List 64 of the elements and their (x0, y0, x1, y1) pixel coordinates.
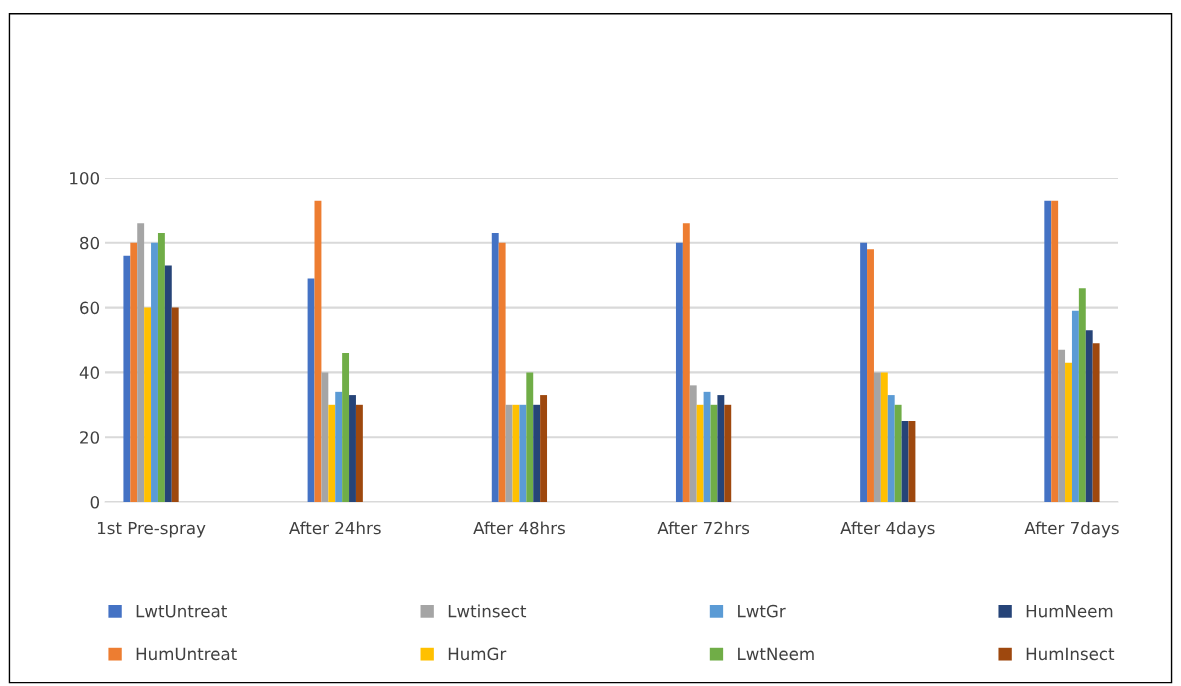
bar (1085, 330, 1093, 502)
bar (689, 385, 697, 502)
bar (540, 395, 548, 502)
bar (894, 404, 902, 502)
legend-label: HumUntreat (136, 647, 237, 661)
bar (144, 307, 152, 502)
bar (696, 404, 704, 502)
y-tick-label: 80 (80, 236, 100, 250)
legend-label: LwtNeem (738, 647, 814, 661)
bar (1092, 343, 1100, 502)
bar (880, 372, 888, 502)
x-tick-label: After 4days (840, 521, 935, 538)
bar (307, 278, 315, 502)
bar (717, 395, 725, 502)
bar (724, 404, 732, 502)
bar (151, 242, 158, 502)
legend-label: LwtUntreat (136, 604, 227, 618)
bar (164, 265, 172, 502)
bar (1078, 288, 1086, 502)
y-tick-label: 40 (79, 366, 100, 379)
x-tick-label: 1st Pre-spray (97, 521, 206, 538)
bar (1058, 349, 1066, 502)
bar (526, 372, 534, 502)
bar (123, 255, 131, 502)
bar (873, 372, 881, 502)
bar (349, 395, 356, 502)
bar (1071, 310, 1079, 502)
bar (1065, 362, 1072, 502)
bar (533, 404, 541, 502)
bar (710, 404, 718, 502)
y-tick-label: 100 (70, 171, 100, 185)
bar (908, 421, 916, 502)
x-tick-label: After 7days (1024, 521, 1119, 538)
y-tick-label: 60 (80, 301, 100, 315)
bar (335, 391, 343, 502)
bar (342, 352, 350, 502)
bar (867, 249, 874, 502)
bar (328, 404, 336, 502)
y-tick-label: 20 (80, 431, 100, 444)
bar (1044, 200, 1052, 502)
bar (1051, 200, 1059, 502)
bar (498, 242, 506, 502)
bar (505, 404, 513, 502)
bar (130, 242, 138, 502)
legend-label: LwtGr (738, 604, 786, 618)
legend-label: Lwtinsect (448, 604, 527, 618)
y-tick-label: 0 (90, 495, 100, 509)
bar (157, 233, 165, 502)
bar (887, 395, 895, 502)
x-tick-label: After 48hrs (473, 521, 565, 535)
bar (137, 223, 145, 502)
x-tick-label: After 24hrs (289, 521, 381, 535)
bar (519, 404, 527, 502)
bar (355, 404, 363, 502)
bar (860, 242, 868, 502)
bar (682, 223, 690, 502)
bar (171, 307, 179, 502)
legend-label: HumNeem (1026, 604, 1113, 618)
legend-label: HumGr (448, 647, 507, 661)
bar (491, 233, 499, 502)
bar (675, 242, 683, 502)
legend-label: HumInsect (1026, 647, 1115, 661)
x-tick-label: After 72hrs (657, 521, 750, 535)
bar (321, 372, 329, 502)
